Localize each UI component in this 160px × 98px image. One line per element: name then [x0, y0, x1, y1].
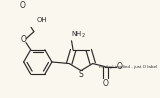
Text: S: S — [79, 70, 83, 79]
Text: methyl implied - just O label: methyl implied - just O label — [99, 65, 157, 69]
Text: O: O — [102, 79, 108, 88]
Text: OH: OH — [36, 17, 47, 23]
Text: NH$_2$: NH$_2$ — [71, 30, 86, 40]
Text: O: O — [21, 35, 27, 44]
Text: O: O — [19, 1, 25, 10]
Text: O: O — [116, 62, 122, 71]
